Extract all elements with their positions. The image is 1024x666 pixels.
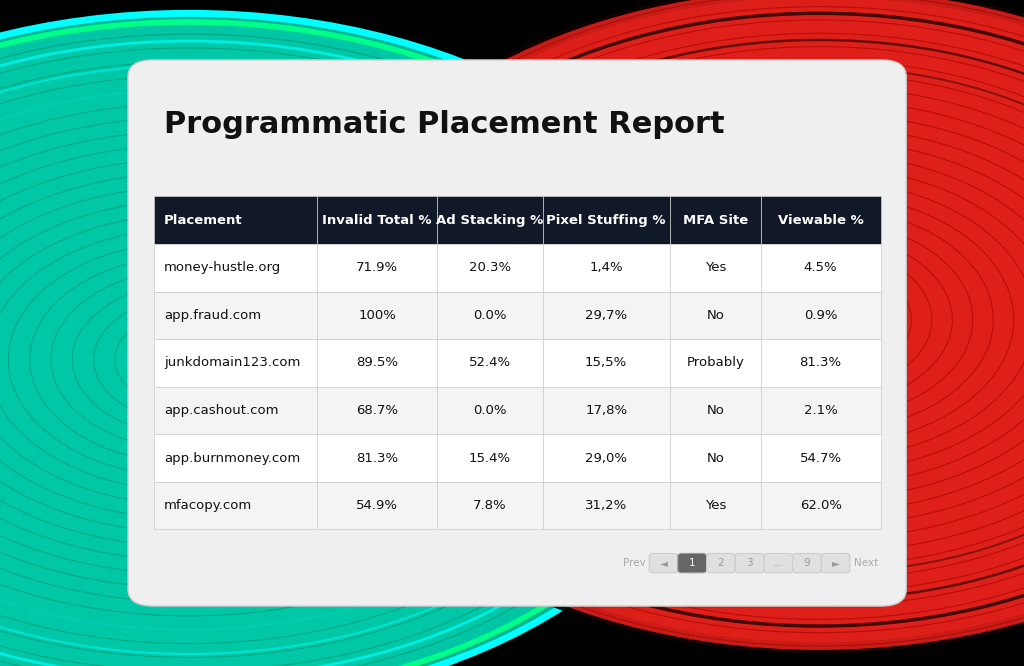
Text: Invalid Total %: Invalid Total % bbox=[323, 214, 432, 226]
Text: 100%: 100% bbox=[358, 309, 396, 322]
Text: 1: 1 bbox=[689, 558, 695, 568]
Text: 17,8%: 17,8% bbox=[585, 404, 628, 417]
Text: 31,2%: 31,2% bbox=[585, 500, 628, 512]
Text: ...: ... bbox=[773, 558, 783, 568]
Text: 9: 9 bbox=[804, 558, 810, 568]
Text: 89.5%: 89.5% bbox=[356, 356, 398, 370]
Text: Next: Next bbox=[854, 558, 879, 568]
Text: 29,0%: 29,0% bbox=[585, 452, 627, 465]
Text: Yes: Yes bbox=[705, 261, 726, 274]
Text: 71.9%: 71.9% bbox=[356, 261, 398, 274]
Text: 4.5%: 4.5% bbox=[804, 261, 838, 274]
Text: app.cashout.com: app.cashout.com bbox=[164, 404, 279, 417]
Text: money-hustle.org: money-hustle.org bbox=[164, 261, 282, 274]
Text: 0.0%: 0.0% bbox=[473, 309, 507, 322]
Text: No: No bbox=[707, 404, 724, 417]
Text: app.fraud.com: app.fraud.com bbox=[164, 309, 261, 322]
Text: 2.1%: 2.1% bbox=[804, 404, 838, 417]
Text: Programmatic Placement Report: Programmatic Placement Report bbox=[164, 110, 724, 139]
Text: Prev: Prev bbox=[623, 558, 645, 568]
Text: 0.0%: 0.0% bbox=[473, 404, 507, 417]
Text: ◄: ◄ bbox=[659, 558, 668, 568]
Text: 54.9%: 54.9% bbox=[356, 500, 398, 512]
Text: 7.8%: 7.8% bbox=[473, 500, 507, 512]
Text: 68.7%: 68.7% bbox=[356, 404, 398, 417]
Text: 15,5%: 15,5% bbox=[585, 356, 628, 370]
Text: Viewable %: Viewable % bbox=[778, 214, 863, 226]
Text: No: No bbox=[707, 452, 724, 465]
Text: 0.9%: 0.9% bbox=[804, 309, 838, 322]
Text: 29,7%: 29,7% bbox=[585, 309, 628, 322]
Text: 54.7%: 54.7% bbox=[800, 452, 842, 465]
Text: 20.3%: 20.3% bbox=[469, 261, 511, 274]
Text: app.burnmoney.com: app.burnmoney.com bbox=[164, 452, 300, 465]
Text: Pixel Stuffing %: Pixel Stuffing % bbox=[547, 214, 666, 226]
Text: Probably: Probably bbox=[686, 356, 744, 370]
Text: 3: 3 bbox=[746, 558, 753, 568]
Text: 1,4%: 1,4% bbox=[590, 261, 623, 274]
Text: Yes: Yes bbox=[705, 500, 726, 512]
Text: junkdomain123.com: junkdomain123.com bbox=[164, 356, 300, 370]
Text: Ad Stacking %: Ad Stacking % bbox=[436, 214, 544, 226]
Text: 62.0%: 62.0% bbox=[800, 500, 842, 512]
Text: 81.3%: 81.3% bbox=[356, 452, 398, 465]
Text: 81.3%: 81.3% bbox=[800, 356, 842, 370]
Text: 15.4%: 15.4% bbox=[469, 452, 511, 465]
Text: MFA Site: MFA Site bbox=[683, 214, 748, 226]
Text: ►: ► bbox=[831, 558, 840, 568]
Text: No: No bbox=[707, 309, 724, 322]
Text: 2: 2 bbox=[718, 558, 724, 568]
Text: 52.4%: 52.4% bbox=[469, 356, 511, 370]
Text: mfacopy.com: mfacopy.com bbox=[164, 500, 252, 512]
Text: Placement: Placement bbox=[164, 214, 243, 226]
